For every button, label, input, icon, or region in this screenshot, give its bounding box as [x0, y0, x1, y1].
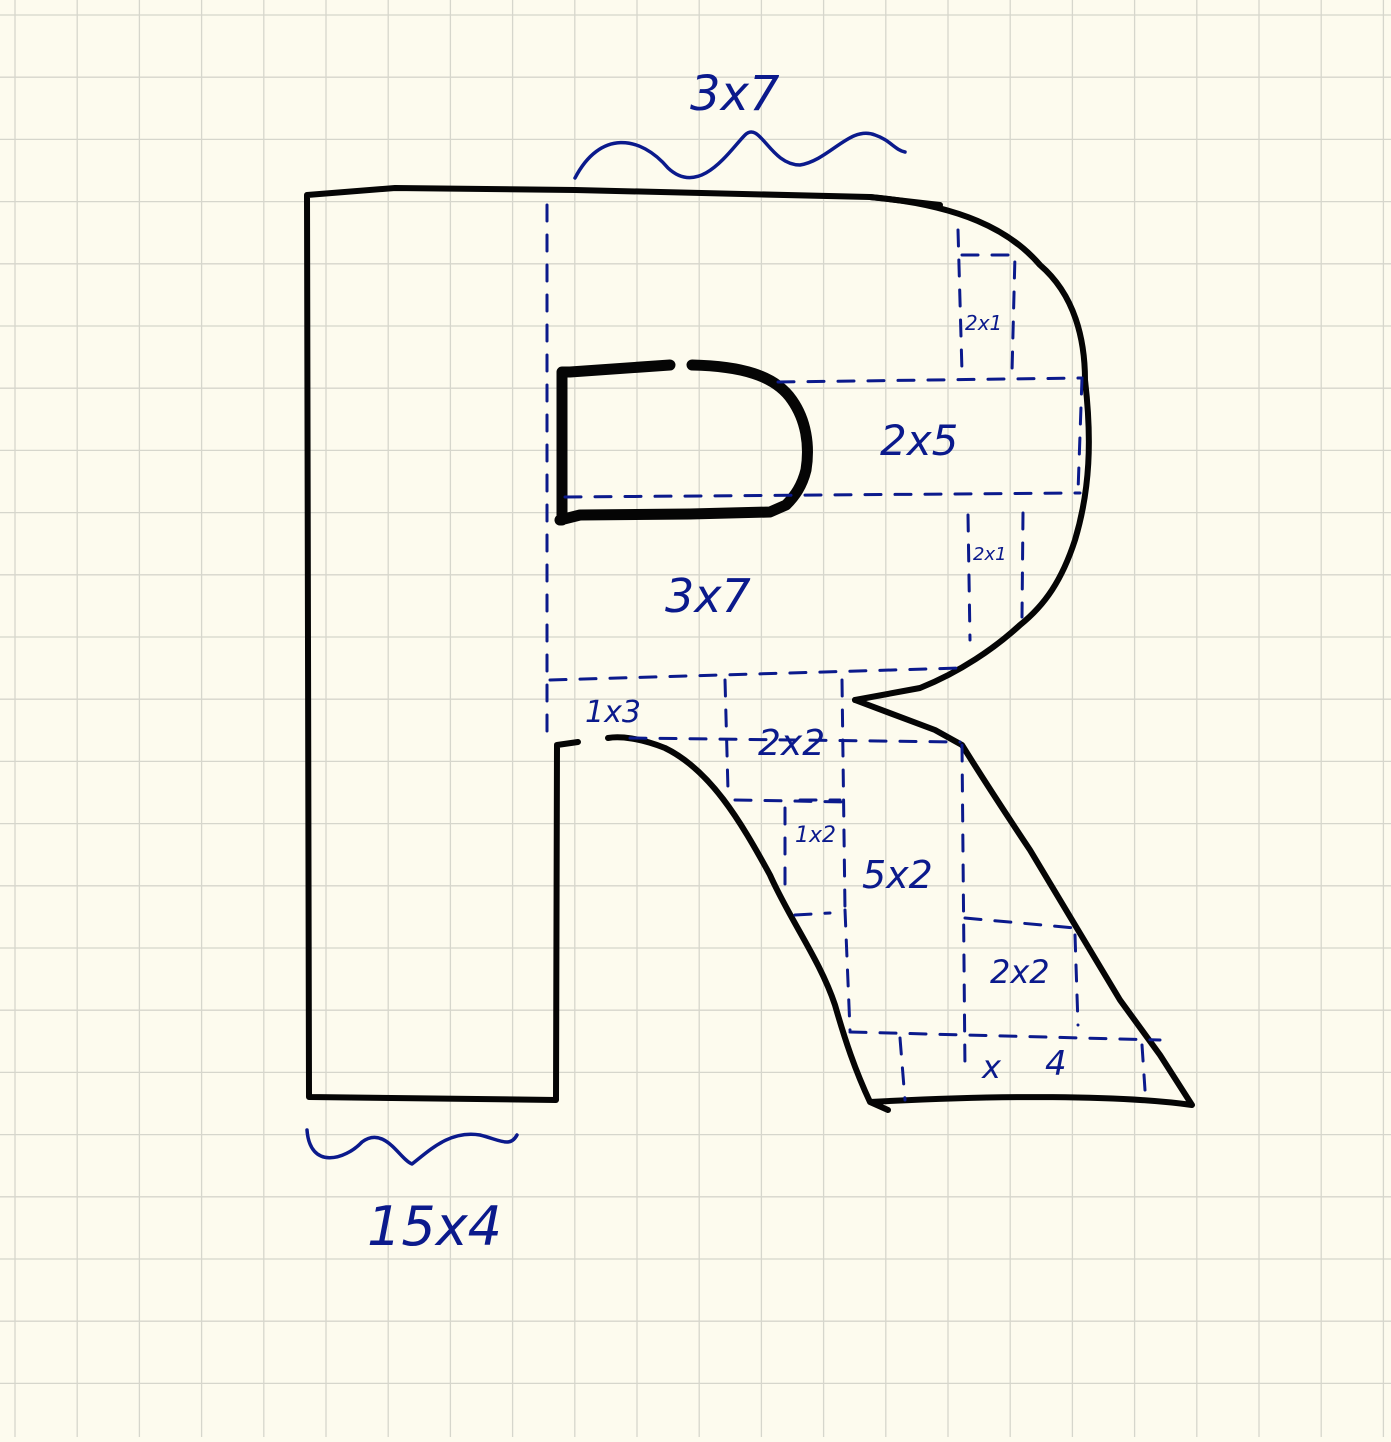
top-brace	[573, 130, 907, 180]
leg-small-label: 1x2	[795, 823, 836, 848]
dash-bowl-right-vertical	[1076, 376, 1084, 494]
bowl-lower-right-label: 2x1	[973, 544, 1007, 565]
leg-lower-label: 2x2	[990, 953, 1050, 991]
bottom-brace-label: 15x4	[367, 1195, 502, 1258]
bowl-lower-label: 3x7	[665, 569, 751, 623]
dash-1x2-bottom	[793, 911, 832, 917]
dash-5x2-left	[843, 908, 852, 1032]
dash-2x1-top-box	[960, 253, 1017, 374]
leg-middle-label: 5x2	[862, 853, 933, 897]
dash-2x2-upper-right	[840, 678, 847, 912]
bowl-top-right-label: 2x1	[965, 311, 1002, 335]
dash-bowl-middle-horizontal	[563, 491, 1082, 499]
dash-bowl-upper-horizontal	[776, 376, 1084, 384]
leg-foot-x-label: x	[981, 1048, 1002, 1086]
dash-2x1-lower-right	[1020, 511, 1025, 619]
dash-bowl-lower-horizontal	[548, 666, 962, 682]
dash-leg-top-horizontal	[628, 736, 962, 744]
leg-joint-label: 1x3	[585, 695, 641, 730]
dash-5x2-right	[960, 743, 967, 1072]
r-bowl-outline	[852, 194, 1092, 703]
dash-bowl-top-right-vertical	[956, 228, 964, 374]
dash-2x2-lower-top	[963, 916, 1077, 930]
top-brace-label: 3x7	[690, 66, 780, 122]
dash-foot-right	[1140, 1043, 1147, 1092]
letter-r-outline	[304, 185, 1195, 1113]
dimension-labels: 3x7 15x4 2x5 2x1 2x1 3x7 1x3 2x2 1x2 5x2…	[367, 66, 1067, 1258]
dash-1x2-box	[783, 798, 842, 892]
bottom-brace	[305, 1128, 519, 1166]
leg-upper-label: 2x2	[758, 723, 825, 764]
leg-foot-4-label: 4	[1045, 1044, 1067, 1084]
r-stem-outline	[304, 185, 943, 1103]
bowl-right-label: 2x5	[880, 416, 958, 465]
dash-foot-left	[898, 1036, 907, 1102]
decomposition-dashed-lines	[545, 203, 1162, 1102]
dash-2x1-lower-left	[966, 513, 972, 642]
dash-2x2-lower-right	[1073, 933, 1080, 1027]
dash-2x2-upper-bottom	[733, 798, 852, 804]
r-counter-outline	[554, 359, 813, 526]
dash-leg-base-horizontal	[848, 1030, 1162, 1042]
r-leg-outline	[605, 697, 1195, 1113]
dash-1x3-right	[723, 678, 730, 792]
